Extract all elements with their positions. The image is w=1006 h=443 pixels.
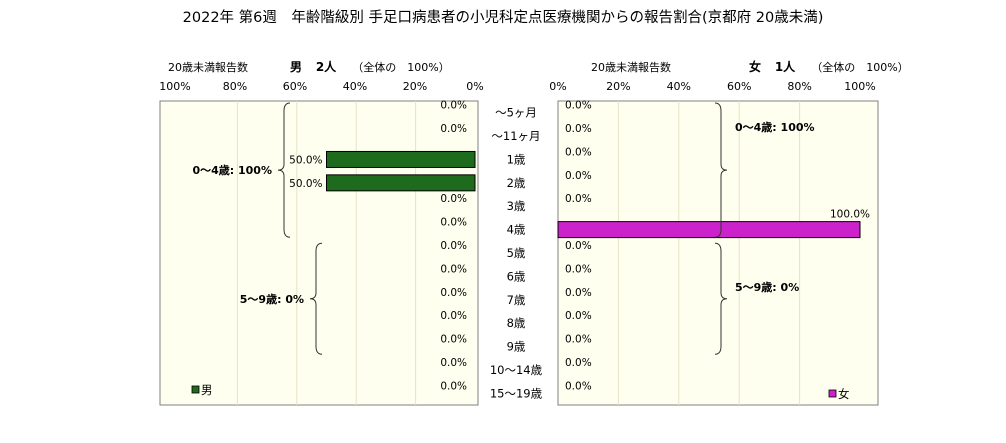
category-label: 10～14歳 xyxy=(490,363,543,377)
female-legend-swatch xyxy=(828,389,837,398)
male-header-note: （全体の 100%） xyxy=(352,60,449,74)
female-data-label: 0.0% xyxy=(565,193,592,205)
male-tick-label: 60% xyxy=(283,80,307,93)
female-data-label: 0.0% xyxy=(565,240,592,252)
male-header-sex: 男 xyxy=(290,60,302,74)
male-age-group-brace xyxy=(277,102,291,238)
category-label: 1歳 xyxy=(507,152,526,166)
female-data-label: 0.0% xyxy=(565,380,592,392)
female-plot-area xyxy=(557,100,879,406)
female-age-group-label: 5～9歳: 0% xyxy=(735,280,799,294)
female-data-label: 0.0% xyxy=(565,123,592,135)
female-header-note: （全体の 100%） xyxy=(811,60,908,74)
male-tick-label: 0% xyxy=(466,80,483,93)
female-data-label: 0.0% xyxy=(565,100,592,112)
male-data-label: 0.0% xyxy=(440,357,467,369)
female-age-group-brace xyxy=(714,242,728,355)
female-tick-label: 80% xyxy=(787,80,811,93)
category-label: ～5ヶ月 xyxy=(495,106,537,120)
female-data-label: 0.0% xyxy=(565,170,592,182)
male-data-label: 50.0% xyxy=(289,154,322,166)
male-data-label: 0.0% xyxy=(440,334,467,346)
male-bar xyxy=(326,174,476,192)
female-data-label: 0.0% xyxy=(565,334,592,346)
female-data-label: 0.0% xyxy=(565,357,592,369)
female-header-label: 20歳未満報告数 xyxy=(591,61,671,74)
male-age-group-label: 5～9歳: 0% xyxy=(240,292,304,306)
category-label: 8歳 xyxy=(507,316,526,330)
male-tick-label: 80% xyxy=(223,80,247,93)
female-tick-label: 0% xyxy=(549,80,566,93)
category-label: 7歳 xyxy=(507,293,526,307)
category-label: 3歳 xyxy=(507,199,526,213)
female-tick-label: 60% xyxy=(727,80,751,93)
female-header-count: 1人 xyxy=(775,59,796,74)
male-header-label: 20歳未満報告数 xyxy=(168,61,248,74)
male-legend-swatch xyxy=(191,385,200,394)
male-data-label: 0.0% xyxy=(440,263,467,275)
male-legend-label: 男 xyxy=(201,383,213,397)
category-label: 5歳 xyxy=(507,246,526,260)
female-data-label: 0.0% xyxy=(565,263,592,275)
male-tick-label: 40% xyxy=(343,80,367,93)
male-tick-label: 100% xyxy=(159,80,190,93)
male-plot-area xyxy=(159,100,479,406)
female-bar xyxy=(557,221,861,239)
chart-title: 2022年 第6週 年齢階級別 手足口病患者の小児科定点医療機関からの報告割合(… xyxy=(183,8,824,26)
male-data-label: 0.0% xyxy=(440,310,467,322)
male-tick-label: 20% xyxy=(403,80,427,93)
male-data-label: 0.0% xyxy=(440,193,467,205)
category-label: 15～19歳 xyxy=(490,386,543,400)
female-header-sex: 女 xyxy=(749,59,761,74)
male-data-label: 0.0% xyxy=(440,123,467,135)
male-data-label: 0.0% xyxy=(440,217,467,229)
category-label: 4歳 xyxy=(507,223,526,237)
female-age-group-brace xyxy=(714,102,728,238)
female-tick-label: 100% xyxy=(844,80,875,93)
female-data-label: 0.0% xyxy=(565,287,592,299)
male-header-count: 2人 xyxy=(316,59,337,74)
male-data-label: 0.0% xyxy=(440,240,467,252)
male-data-label: 0.0% xyxy=(440,100,467,112)
category-label: 9歳 xyxy=(507,340,526,354)
male-data-label: 0.0% xyxy=(440,380,467,392)
male-data-label: 0.0% xyxy=(440,287,467,299)
male-age-group-brace xyxy=(309,242,323,355)
female-tick-label: 20% xyxy=(606,80,630,93)
male-data-label: 50.0% xyxy=(289,178,322,190)
female-data-label: 0.0% xyxy=(565,146,592,158)
female-data-label: 0.0% xyxy=(565,310,592,322)
female-age-group-label: 0～4歳: 100% xyxy=(735,120,815,134)
category-label: 2歳 xyxy=(507,176,526,190)
female-tick-label: 40% xyxy=(667,80,691,93)
female-data-label: 100.0% xyxy=(830,209,870,221)
category-label: 6歳 xyxy=(507,269,526,283)
category-label: ～11ヶ月 xyxy=(491,129,540,143)
female-legend-label: 女 xyxy=(838,387,850,401)
male-bar xyxy=(326,150,476,168)
male-age-group-label: 0～4歳: 100% xyxy=(192,163,272,177)
